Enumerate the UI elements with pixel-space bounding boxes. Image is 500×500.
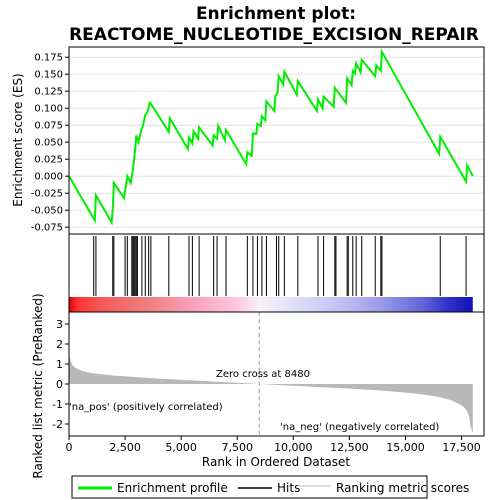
metric-ylabel: Ranked list metric (PreRanked)	[31, 293, 45, 478]
legend-hits-label: Hits	[277, 481, 300, 495]
es-ylabel: Enrichment score (ES)	[11, 73, 25, 206]
x-axis: 0 2,500 5,000 7,500 10,000 12,500 15,000 17,500	[66, 436, 481, 454]
x-tick-label: 7,500	[221, 441, 253, 454]
hit-lines	[93, 236, 467, 296]
x-tick-label: 0	[66, 441, 73, 454]
es-panel: -0.075 -0.050 -0.025 0.000 0.025 0.050 0.075 0.…	[11, 46, 485, 235]
x-tick-label: 17,500	[442, 441, 481, 454]
ranking-metric-area	[69, 349, 473, 433]
es-ytick-label: 0.150	[34, 70, 63, 81]
metric-ytick-label: -1	[52, 398, 63, 411]
pos-correlated-label: 'na_pos' (positively correlated)	[69, 402, 223, 413]
es-ytick-label: -0.050	[31, 206, 63, 217]
es-ytick-label: 0.050	[34, 138, 63, 149]
es-ytick-label: -0.025	[31, 189, 63, 200]
metric-ytick-label: -2	[52, 418, 63, 431]
es-yticks: -0.075 -0.050 -0.025 0.000 0.025 0.050 0.075 0.…	[31, 53, 69, 234]
x-tick-label: 10,000	[274, 441, 313, 454]
es-profile-line	[68, 48, 474, 226]
metric-panel-frame	[68, 311, 485, 437]
es-ytick-label: 0.125	[34, 87, 63, 98]
metric-ytick-label: 0	[56, 378, 63, 391]
es-grid	[69, 56, 484, 228]
x-tick-label: 15,000	[386, 441, 425, 454]
metric-panel-background	[69, 312, 484, 436]
chart-subtitle: REACTOME_NUCLEOTIDE_EXCISION_REPAIR	[69, 25, 479, 45]
legend-box	[71, 475, 428, 499]
es-ytick-label: 0.175	[34, 53, 63, 64]
hits-panel	[68, 233, 485, 313]
chart-title: Enrichment plot:	[196, 4, 356, 24]
x-axis-label: Rank in Ordered Dataset	[202, 455, 350, 469]
metric-ytick-label: 2	[56, 338, 63, 351]
es-ytick-label: 0.025	[34, 155, 63, 166]
es-ytick-label: -0.075	[31, 223, 63, 234]
zero-cross-label: Zero cross at 8480	[216, 369, 310, 380]
es-ytick-label: 0.000	[34, 172, 63, 183]
ranking-color-bar	[69, 297, 473, 312]
es-ytick-label: 0.075	[34, 121, 63, 132]
metric-ytick-label: 1	[56, 358, 63, 371]
x-tick-label: 2,500	[109, 441, 141, 454]
legend-metric-label: Ranking metric scores	[336, 481, 469, 495]
legend-enrichment-label: Enrichment profile	[117, 481, 228, 495]
x-tick-label: 12,500	[330, 441, 369, 454]
legend: Enrichment profile Hits Ranking metric s…	[71, 475, 469, 499]
metric-yticks: -2 -1 0 1 2 3	[52, 318, 69, 431]
es-panel-background	[69, 47, 484, 234]
metric-ytick-label: 3	[56, 318, 63, 331]
metric-panel: -2 -1 0 1 2 3 'na_pos' (positively correlated…	[31, 293, 485, 479]
x-tick-label: 5,000	[165, 441, 197, 454]
neg-correlated-label: 'na_neg' (negatively correlated)	[280, 422, 439, 433]
es-ytick-label: 0.100	[34, 104, 63, 115]
